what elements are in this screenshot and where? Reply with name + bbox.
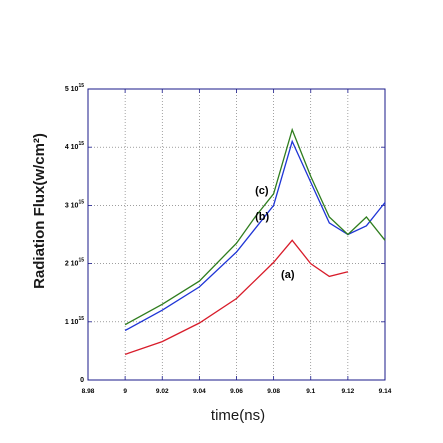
x-tick-label: 9 (123, 388, 127, 395)
y-tick-label: 0 (80, 377, 84, 384)
x-tick-label: 9.06 (230, 388, 243, 395)
x-tick-label: 9.04 (193, 388, 206, 395)
y-tick-label: 2 1015 (65, 258, 84, 268)
y-tick-label: 3 1015 (65, 199, 84, 209)
series-annotation: (b) (255, 211, 269, 223)
series-line-3 (124, 127, 386, 326)
grid (88, 89, 385, 380)
y-axis-title: Radiation Flux(w/cm²) (31, 133, 48, 289)
series-annotation: (c) (255, 185, 269, 197)
y-tick-label: 4 1015 (65, 141, 84, 151)
x-ticks: 8.98 9 9.02 9.04 9.06 9.08 9.1 9.12 9.14 (82, 89, 392, 395)
series-line-1 (124, 239, 349, 356)
x-tick-label: 9.14 (379, 388, 392, 395)
x-tick-label: 9.08 (267, 388, 280, 395)
x-tick-label: 8.98 (82, 388, 95, 395)
series-line-2 (124, 139, 386, 332)
x-tick-label: 9.02 (156, 388, 169, 395)
series-lines (124, 127, 386, 356)
annotations: (c) (b) (a) (255, 185, 295, 281)
y-tick-label: 5 1015 (65, 83, 84, 93)
y-tick-label: 1 1015 (65, 316, 84, 326)
x-tick-label: 9.1 (306, 388, 315, 395)
series-annotation: (a) (281, 269, 295, 281)
x-axis-title: time(ns) (211, 407, 265, 424)
y-ticks: 0 1 1015 2 1015 3 1015 4 1015 5 1015 (65, 83, 385, 384)
x-tick-label: 9.12 (342, 388, 355, 395)
